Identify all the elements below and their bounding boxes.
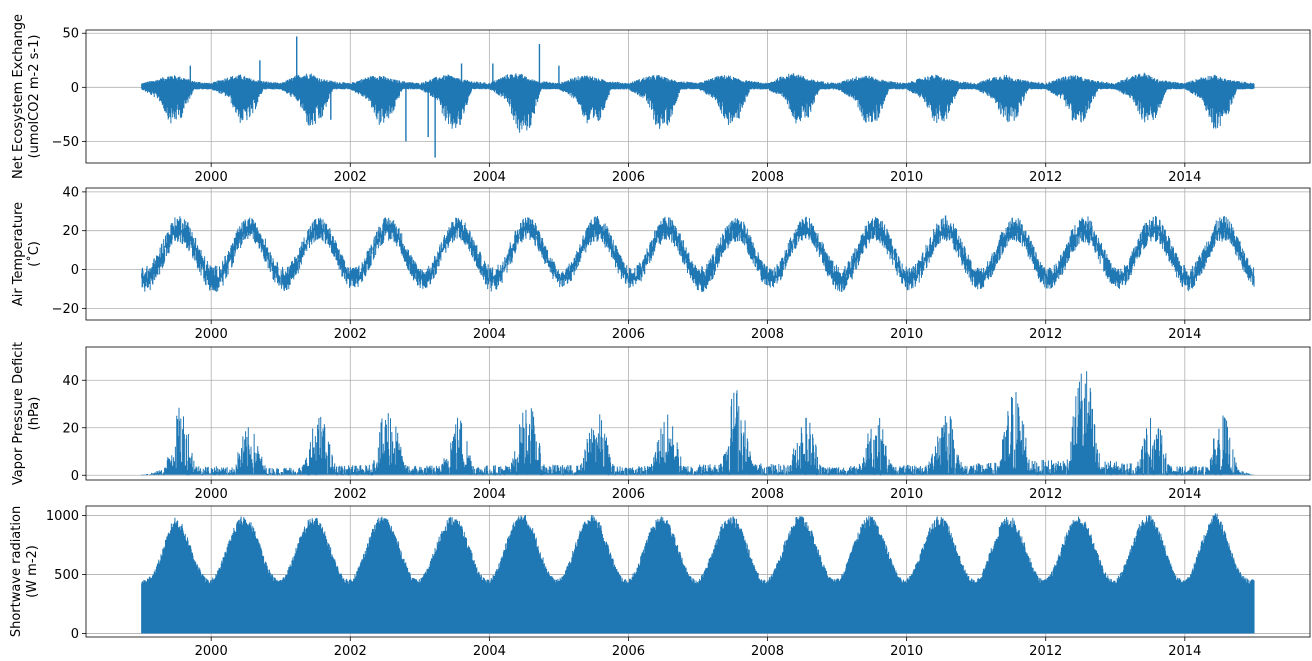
air-temperature-series-line [141, 215, 1255, 293]
x-tick-label: 2002 [334, 644, 367, 659]
y-axis-label-line: Net Ecosystem Exchange [11, 14, 26, 179]
x-tick-label: 2012 [1029, 170, 1062, 185]
x-tick-label: 2014 [1168, 170, 1201, 185]
x-tick-label: 2012 [1029, 644, 1062, 659]
y-tick-label: 500 [54, 568, 79, 583]
y-tick-label: 40 [62, 185, 79, 200]
y-axis-label: Net Ecosystem Exchange(umolCO2 m-2 s-1) [11, 14, 42, 179]
y-tick-label: 0 [71, 469, 79, 484]
y-tick-label: 50 [62, 27, 79, 42]
x-tick-label: 2000 [195, 644, 228, 659]
x-tick-label: 2006 [612, 327, 645, 342]
x-tick-label: 2008 [751, 327, 784, 342]
y-tick-label: 1000 [46, 509, 79, 524]
x-tick-label: 2006 [612, 170, 645, 185]
x-tick-label: 2000 [195, 170, 228, 185]
series-group [141, 371, 1255, 476]
x-tick-label: 2000 [195, 487, 228, 502]
y-axis-label: Air Temperature(˚C) [11, 202, 42, 306]
y-axis-label: Shortwave radiation(W m-2) [9, 506, 40, 637]
x-tick-label: 2004 [473, 487, 506, 502]
y-tick-label: 0 [71, 263, 79, 278]
y-axis-label: Vapor Pressure Deficit(hPa) [11, 342, 42, 485]
axes-frame [85, 187, 1311, 321]
axes-frame [85, 505, 1311, 638]
y-axis-label-line: (W m-2) [25, 545, 40, 598]
air-temperature-panel: 2000 2002 2004 2006 2008 2010 2012 2014 −20 0 20 40… [11, 185, 1311, 342]
y-tick-label: 20 [62, 224, 79, 239]
shortwave-radiation-panel: 2000 2002 2004 2006 2008 2010 2012 2014 0 500 1000… [9, 505, 1311, 659]
y-axis-label-line: (umolCO2 m-2 s-1) [27, 35, 42, 159]
y-axis-label-line: Shortwave radiation [9, 506, 24, 637]
x-tick-label: 2004 [473, 644, 506, 659]
x-tick-label: 2014 [1168, 487, 1201, 502]
x-tick-label: 2008 [751, 487, 784, 502]
y-tick-label: 40 [62, 374, 79, 389]
x-tick-label: 2002 [334, 327, 367, 342]
grid [86, 188, 1310, 320]
x-tick-label: 2012 [1029, 487, 1062, 502]
y-axis-label-line: (hPa) [27, 397, 42, 431]
y-axis-label-line: (˚C) [26, 241, 42, 267]
y-tick-label: −20 [52, 302, 79, 317]
vpd-series-line [141, 371, 1255, 476]
series-group [141, 36, 1255, 158]
x-tick-label: 2014 [1168, 644, 1201, 659]
x-tick-label: 2010 [890, 487, 923, 502]
axes-frame [85, 346, 1311, 481]
x-tick-label: 2002 [334, 170, 367, 185]
x-tick-label: 2010 [890, 644, 923, 659]
x-tick-label: 2000 [195, 327, 228, 342]
nee-series-line [141, 72, 1255, 133]
x-tick-label: 2010 [890, 327, 923, 342]
x-tick-label: 2008 [751, 644, 784, 659]
x-tick-label: 2004 [473, 327, 506, 342]
grid [86, 30, 1310, 163]
y-tick-label: 0 [71, 627, 79, 642]
y-axis-label-line: Air Temperature [11, 202, 26, 306]
x-tick-label: 2006 [612, 644, 645, 659]
series-group [141, 215, 1255, 293]
x-tick-label: 2010 [890, 170, 923, 185]
y-tick-label: 0 [71, 81, 79, 96]
shortwave-radiation-series-line [141, 513, 1255, 634]
x-tick-label: 2014 [1168, 327, 1201, 342]
y-tick-label: −50 [52, 135, 79, 150]
y-tick-label: 20 [62, 421, 79, 436]
x-tick-label: 2004 [473, 170, 506, 185]
x-tick-label: 2008 [751, 170, 784, 185]
x-tick-label: 2006 [612, 487, 645, 502]
vpd-panel: 2000 2002 2004 2006 2008 2010 2012 2014 0 20 40 Vap… [11, 342, 1311, 502]
x-tick-label: 2012 [1029, 327, 1062, 342]
nee-panel: 2000 2002 2004 2006 2008 2010 2012 2014 −50 0 50 Ne… [11, 14, 1311, 185]
x-tick-label: 2002 [334, 487, 367, 502]
axes-frame [85, 29, 1311, 164]
y-axis-label-line: Vapor Pressure Deficit [11, 342, 26, 485]
series-group [141, 513, 1255, 634]
grid [86, 347, 1310, 480]
